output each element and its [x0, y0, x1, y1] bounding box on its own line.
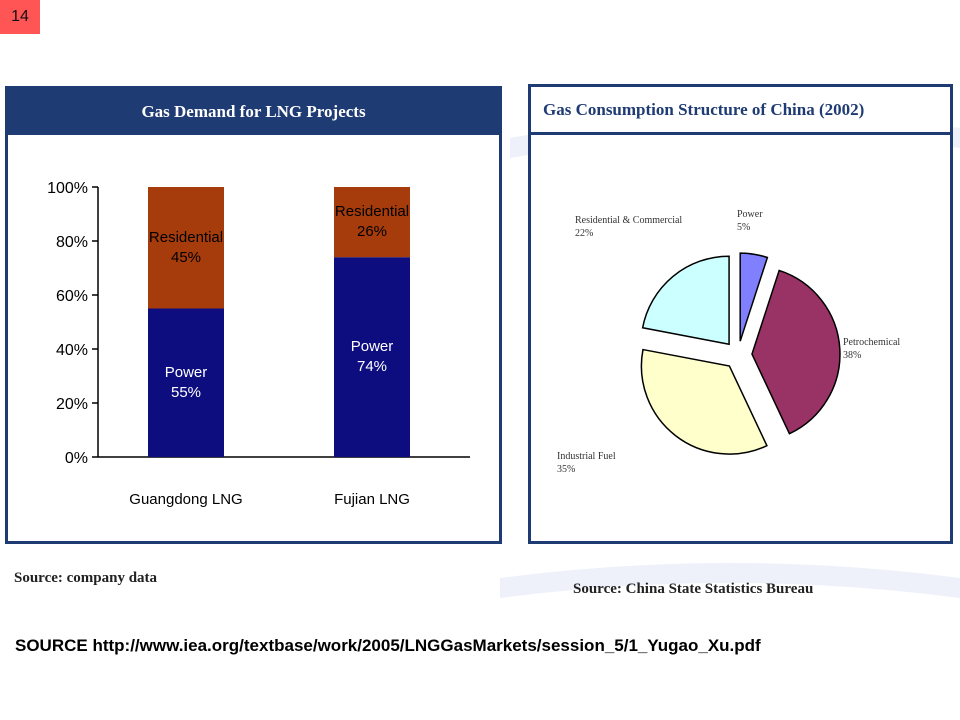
bar-series-label: Residential — [149, 229, 223, 246]
lng-demand-chart-panel: Gas Demand for LNG Projects 0% 20% 40% 60% 8… — [5, 86, 502, 544]
bar-segment — [148, 308, 224, 457]
pie-slice-label: Petrochemical — [843, 337, 900, 348]
pie-slice — [640, 348, 768, 455]
pie-slice-label: Residential & Commercial — [575, 215, 682, 226]
pie-slice-label: Power — [737, 209, 763, 220]
y-tick-label: 60% — [56, 288, 88, 305]
y-tick-label: 20% — [56, 396, 88, 413]
source-url-line: SOURCE http://www.iea.org/textbase/work/… — [15, 636, 761, 655]
bar-value-label: 55% — [171, 384, 201, 401]
pie-slice-value: 22% — [575, 228, 593, 239]
pie-slice-value: 5% — [737, 222, 750, 233]
y-tick-label: 40% — [56, 342, 88, 359]
y-tick-label: 80% — [56, 234, 88, 251]
pie-slice-label: Industrial Fuel — [557, 451, 616, 462]
bar-segment — [334, 187, 410, 258]
x-category-label: Fujian LNG — [334, 491, 410, 508]
y-tick-label: 100% — [47, 180, 88, 197]
pie-slice — [739, 252, 769, 342]
right-source-note: Source: China State Statistics Bureau — [573, 581, 814, 597]
lng-demand-bar-chart: 0% 20% 40% 60% 80% 100% Power 55% Residential 45%… — [47, 180, 470, 508]
gas-consumption-chart-title: Gas Consumption Structure of China (2002… — [531, 87, 950, 135]
y-tick-label: 0% — [65, 450, 88, 467]
bar-value-label: 74% — [357, 358, 387, 375]
lng-demand-chart-title: Gas Demand for LNG Projects — [8, 89, 499, 135]
gas-consumption-pie-chart: Power 5% Petrochemical 38% Industrial Fuel 35… — [557, 209, 900, 475]
pie-slice — [751, 269, 841, 435]
bar-segment — [148, 187, 224, 309]
pie-slice-value: 35% — [557, 464, 575, 475]
bar-segment — [334, 257, 410, 457]
left-source-note: Source: company data — [14, 570, 158, 586]
bar-series-label: Residential — [335, 203, 409, 220]
bar-value-label: 45% — [171, 249, 201, 266]
pie-slice — [641, 255, 730, 346]
gas-consumption-chart-panel: Gas Consumption Structure of China (2002… — [528, 84, 953, 544]
bar-value-label: 26% — [357, 223, 387, 240]
pie-slice-value: 38% — [843, 350, 861, 361]
bar-series-label: Power — [165, 364, 208, 381]
x-category-label: Guangdong LNG — [129, 491, 242, 508]
slide-number-badge: 14 — [0, 0, 40, 34]
bar-series-label: Power — [351, 338, 394, 355]
